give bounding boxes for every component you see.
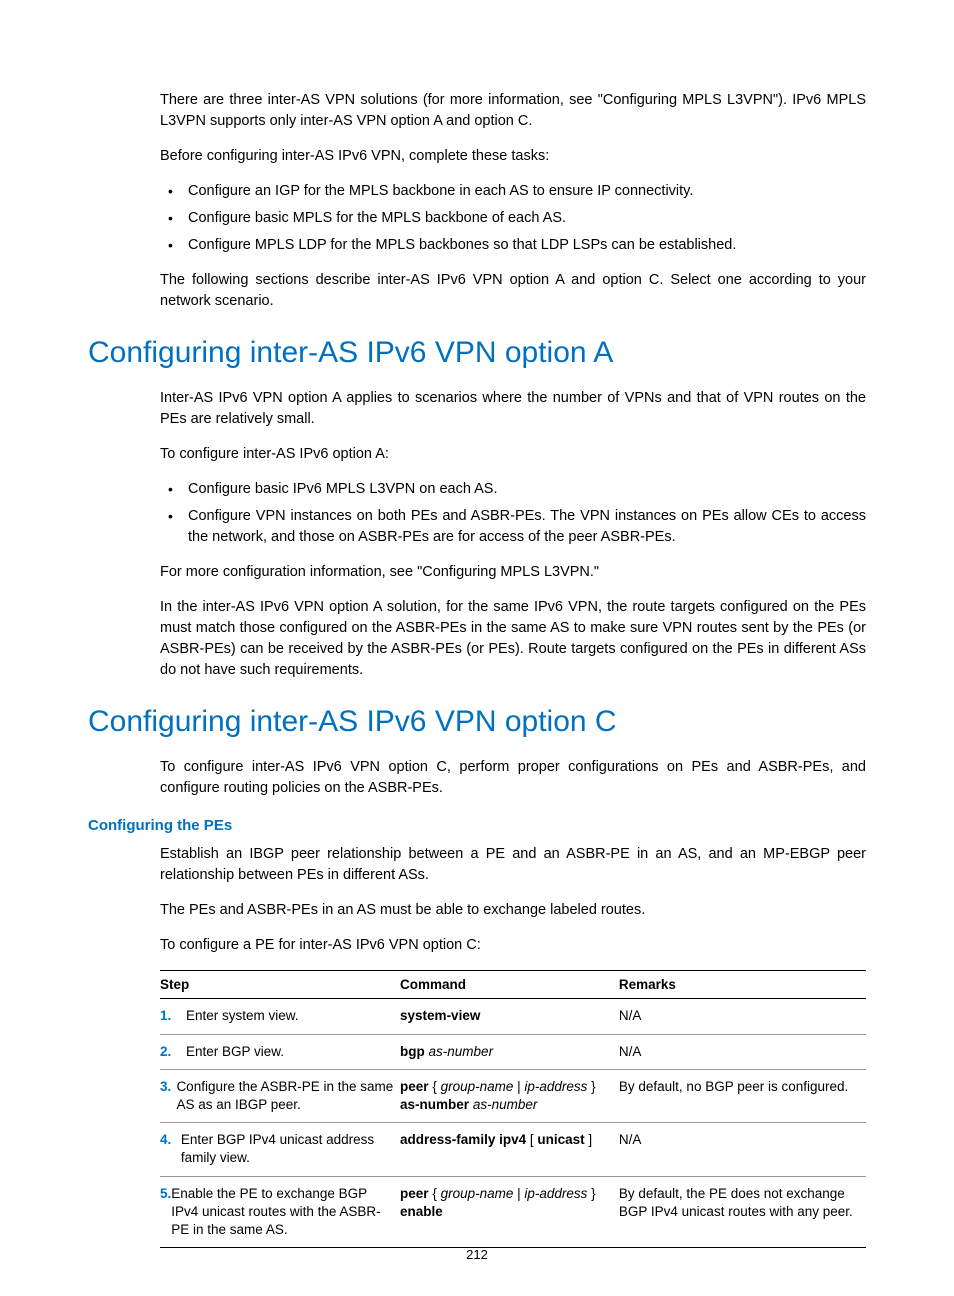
command-fragment: address-family ipv4	[400, 1132, 526, 1147]
intro-p1: There are three inter-AS VPN solutions (…	[160, 90, 866, 132]
td-step: 2.Enter BGP view.	[160, 1034, 400, 1069]
section-a-p3: For more configuration information, see …	[160, 562, 866, 583]
command-fragment: group-name	[441, 1079, 514, 1094]
section-c-title: Configuring inter-AS IPv6 VPN option C	[88, 705, 866, 739]
section-a-body: Inter-AS IPv6 VPN option A applies to sc…	[160, 388, 866, 681]
intro-bullets: Configure an IGP for the MPLS backbone i…	[160, 181, 866, 256]
step-number: 5.	[160, 1185, 171, 1240]
command-fragment: }	[587, 1079, 595, 1094]
page: There are three inter-AS VPN solutions (…	[0, 0, 954, 1296]
command-fragment: ]	[585, 1132, 593, 1147]
section-c-sub-body: Establish an IBGP peer relationship betw…	[160, 844, 866, 1248]
step-text: Enter BGP IPv4 unicast address family vi…	[181, 1131, 394, 1167]
section-a-p1: Inter-AS IPv6 VPN option A applies to sc…	[160, 388, 866, 430]
td-remarks: N/A	[619, 1034, 866, 1069]
step-text: Enter BGP view.	[186, 1043, 284, 1061]
th-step: Step	[160, 971, 400, 999]
command-fragment: peer	[400, 1186, 432, 1201]
section-c-sub: Configuring the PEs	[88, 817, 866, 834]
td-command: peer { group-name | ip-address } as-numbe…	[400, 1069, 619, 1122]
page-number: 212	[0, 1247, 954, 1262]
section-a-p4: In the inter-AS IPv6 VPN option A soluti…	[160, 597, 866, 681]
section-a-p2: To configure inter-AS IPv6 option A:	[160, 444, 866, 465]
table-row: 4.Enter BGP IPv4 unicast address family …	[160, 1123, 866, 1176]
th-command: Command	[400, 971, 619, 999]
section-c-body: To configure inter-AS IPv6 VPN option C,…	[160, 757, 866, 799]
step-number: 4.	[160, 1131, 181, 1167]
table-row: 2.Enter BGP view.bgp as-numberN/A	[160, 1034, 866, 1069]
intro-bullet: Configure MPLS LDP for the MPLS backbone…	[160, 235, 866, 256]
command-fragment: as-number	[400, 1097, 473, 1112]
intro-bullet: Configure an IGP for the MPLS backbone i…	[160, 181, 866, 202]
command-fragment: group-name	[441, 1186, 514, 1201]
command-fragment: }	[587, 1186, 595, 1201]
section-c-p1: To configure inter-AS IPv6 VPN option C,…	[160, 757, 866, 799]
command-fragment: bgp	[400, 1044, 429, 1059]
step-text: Enter system view.	[186, 1007, 299, 1025]
td-command: address-family ipv4 [ unicast ]	[400, 1123, 619, 1176]
intro-bullet: Configure basic MPLS for the MPLS backbo…	[160, 208, 866, 229]
section-a-bullets: Configure basic IPv6 MPLS L3VPN on each …	[160, 479, 866, 548]
th-remarks: Remarks	[619, 971, 866, 999]
intro-p2: Before configuring inter-AS IPv6 VPN, co…	[160, 146, 866, 167]
table-row: 5.Enable the PE to exchange BGP IPv4 uni…	[160, 1176, 866, 1248]
td-step: 4.Enter BGP IPv4 unicast address family …	[160, 1123, 400, 1176]
command-fragment: enable	[400, 1204, 443, 1219]
table-header-row: Step Command Remarks	[160, 971, 866, 999]
step-text: Configure the ASBR-PE in the same AS as …	[176, 1078, 394, 1114]
command-fragment: |	[513, 1186, 524, 1201]
td-remarks: By default, no BGP peer is configured.	[619, 1069, 866, 1122]
command-fragment: as-number	[429, 1044, 494, 1059]
config-table: Step Command Remarks 1.Enter system view…	[160, 970, 866, 1248]
td-remarks: N/A	[619, 999, 866, 1034]
step-text: Enable the PE to exchange BGP IPv4 unica…	[171, 1185, 394, 1240]
command-fragment: |	[513, 1079, 524, 1094]
command-fragment: {	[432, 1186, 440, 1201]
section-c-p3: The PEs and ASBR-PEs in an AS must be ab…	[160, 900, 866, 921]
td-command: bgp as-number	[400, 1034, 619, 1069]
command-fragment: system-view	[400, 1008, 480, 1023]
section-a-title: Configuring inter-AS IPv6 VPN option A	[88, 336, 866, 370]
command-fragment: unicast	[537, 1132, 584, 1147]
td-remarks: By default, the PE does not exchange BGP…	[619, 1176, 866, 1248]
td-step: 5.Enable the PE to exchange BGP IPv4 uni…	[160, 1176, 400, 1248]
section-c-p2: Establish an IBGP peer relationship betw…	[160, 844, 866, 886]
td-command: system-view	[400, 999, 619, 1034]
command-fragment: as-number	[473, 1097, 538, 1112]
command-fragment: ip-address	[524, 1186, 587, 1201]
table-row: 3.Configure the ASBR-PE in the same AS a…	[160, 1069, 866, 1122]
td-command: peer { group-name | ip-address } enable	[400, 1176, 619, 1248]
td-remarks: N/A	[619, 1123, 866, 1176]
config-table-body: 1.Enter system view.system-viewN/A2.Ente…	[160, 999, 866, 1248]
step-number: 3.	[160, 1078, 176, 1114]
td-step: 3.Configure the ASBR-PE in the same AS a…	[160, 1069, 400, 1122]
section-a-bullet: Configure basic IPv6 MPLS L3VPN on each …	[160, 479, 866, 500]
td-step: 1.Enter system view.	[160, 999, 400, 1034]
section-c-p4: To configure a PE for inter-AS IPv6 VPN …	[160, 935, 866, 956]
command-fragment: {	[432, 1079, 440, 1094]
section-a-bullet: Configure VPN instances on both PEs and …	[160, 506, 866, 548]
table-row: 1.Enter system view.system-viewN/A	[160, 999, 866, 1034]
step-number: 1.	[160, 1007, 186, 1025]
command-fragment: ip-address	[524, 1079, 587, 1094]
step-number: 2.	[160, 1043, 186, 1061]
command-fragment: peer	[400, 1079, 432, 1094]
intro-p3: The following sections describe inter-AS…	[160, 270, 866, 312]
command-fragment: [	[526, 1132, 537, 1147]
intro-block: There are three inter-AS VPN solutions (…	[160, 90, 866, 312]
